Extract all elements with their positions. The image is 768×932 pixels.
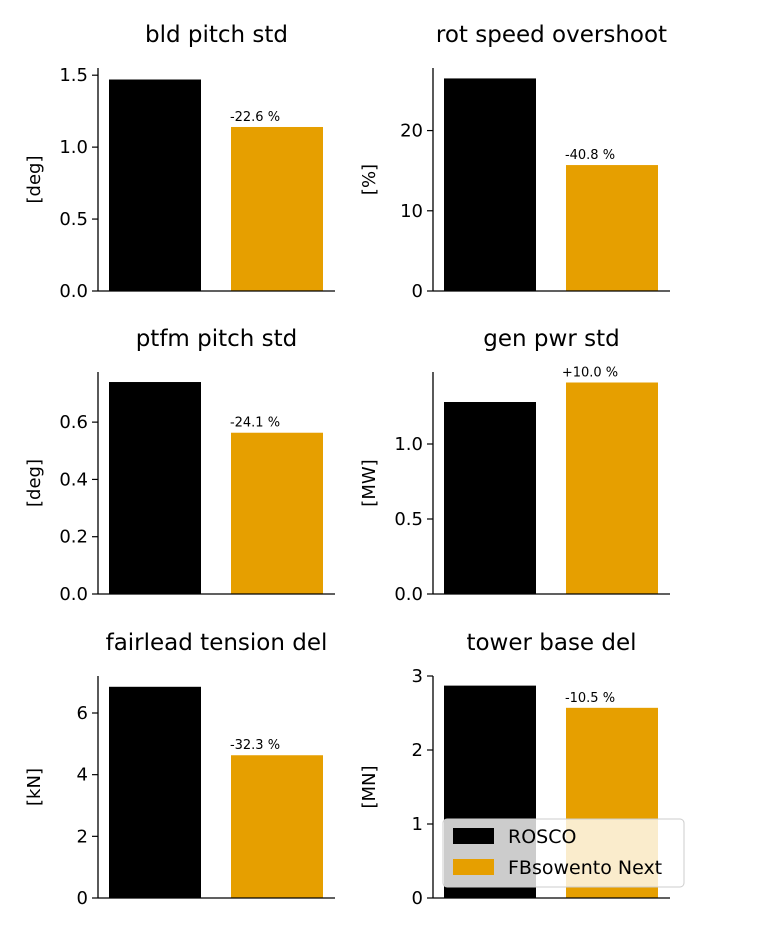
bar-fbsowento-next (566, 382, 658, 594)
bar-rosco (444, 402, 536, 594)
y-tick-label: 2 (77, 826, 88, 847)
y-tick-label: 4 (77, 765, 88, 786)
panel-title: ptfm pitch std (136, 326, 298, 352)
y-tick-label: 0 (412, 888, 423, 909)
y-axis-label: [MN] (359, 765, 380, 808)
y-axis-label: [%] (359, 164, 380, 195)
y-tick-label: 1.0 (394, 434, 423, 455)
y-tick-label: 6 (77, 703, 88, 724)
legend-label: ROSCO (508, 826, 576, 848)
bar-fbsowento-next (231, 755, 323, 898)
legend-swatch-fbsowento-next (453, 859, 494, 875)
y-tick-label: 0 (77, 888, 88, 909)
y-tick-label: 0.4 (59, 469, 88, 490)
y-tick-label: 1 (412, 814, 423, 835)
legend-box (442, 818, 685, 888)
y-axis-label: [kN] (24, 768, 45, 806)
panel-title: tower base del (466, 630, 636, 656)
y-tick-label: 0.0 (59, 281, 88, 302)
bar-rosco (109, 79, 201, 291)
y-tick-label: 0.5 (59, 209, 88, 230)
y-axis-label: [MW] (359, 459, 380, 506)
bar-rosco (444, 78, 536, 291)
bar-rosco (109, 382, 201, 594)
data-label: -10.5 % (565, 691, 615, 706)
y-axis-label: [deg] (24, 459, 45, 507)
bar-rosco (109, 686, 201, 898)
y-tick-label: 20 (400, 121, 423, 142)
y-tick-label: 2 (412, 740, 423, 761)
y-tick-label: 1.5 (59, 65, 88, 86)
y-tick-label: 3 (412, 666, 423, 687)
panel-title: rot speed overshoot (436, 22, 667, 48)
y-tick-label: 0.0 (394, 584, 423, 605)
data-label: -40.8 % (565, 148, 615, 163)
y-axis-label: [deg] (24, 156, 45, 204)
y-tick-label: 10 (400, 201, 423, 222)
bar-fbsowento-next (566, 165, 658, 291)
panel-title: fairlead tension del (106, 630, 328, 656)
data-label: -32.3 % (230, 738, 280, 753)
panel-title: bld pitch std (145, 22, 288, 48)
data-label: -22.6 % (230, 110, 280, 125)
data-label: +10.0 % (562, 366, 618, 381)
y-tick-label: 0 (412, 281, 423, 302)
bar-fbsowento-next (231, 432, 323, 594)
legend-label: FBsowento Next (508, 857, 662, 879)
y-tick-label: 0.6 (59, 412, 88, 433)
y-tick-label: 0.0 (59, 584, 88, 605)
bar-fbsowento-next (231, 126, 323, 292)
y-tick-label: 0.5 (394, 509, 423, 530)
y-tick-label: 0.2 (59, 527, 88, 548)
legend-swatch-rosco (453, 828, 494, 844)
y-tick-label: 1.0 (59, 137, 88, 158)
data-label: -24.1 % (230, 416, 280, 431)
panel-title: gen pwr std (483, 326, 619, 352)
